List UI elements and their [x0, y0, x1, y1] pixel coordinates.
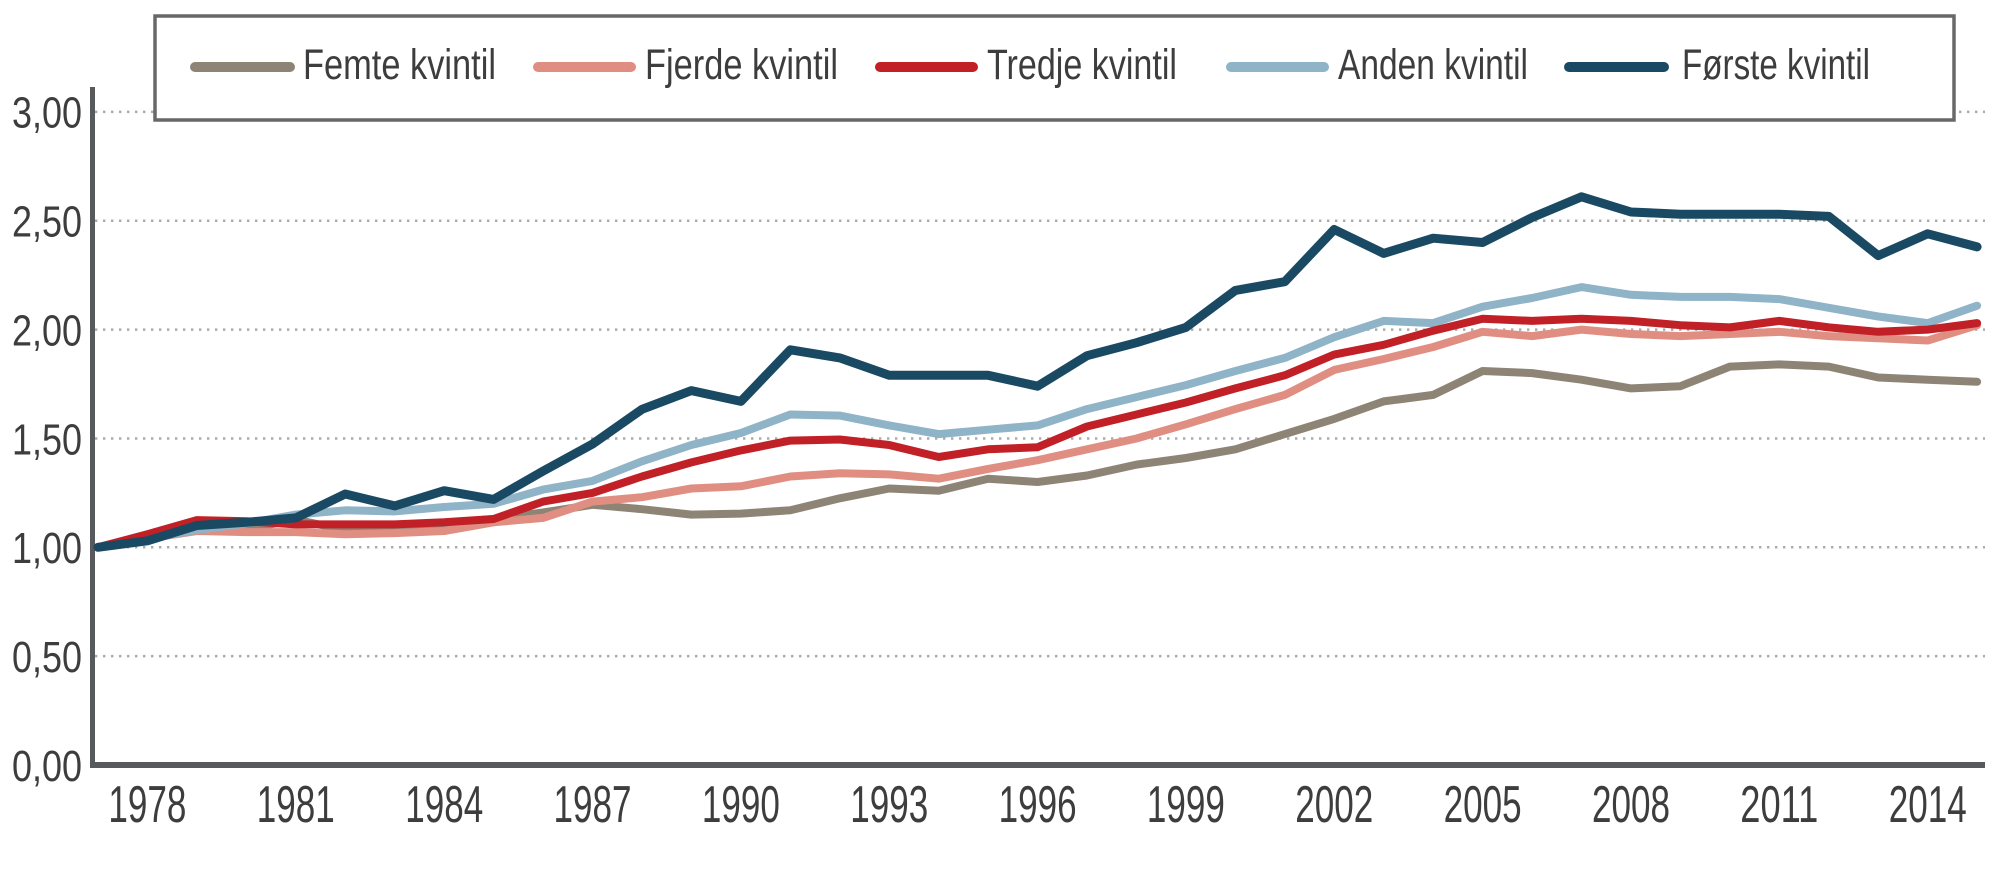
svg-text:2011: 2011 — [1740, 776, 1818, 834]
svg-text:0,50: 0,50 — [12, 633, 82, 682]
svg-text:2005: 2005 — [1444, 776, 1522, 834]
svg-text:1981: 1981 — [257, 776, 335, 834]
svg-text:2014: 2014 — [1889, 776, 1967, 834]
svg-text:Første kvintil: Første kvintil — [1682, 41, 1870, 89]
svg-text:1990: 1990 — [702, 776, 780, 834]
svg-text:2,00: 2,00 — [12, 306, 82, 355]
svg-text:1984: 1984 — [405, 776, 483, 834]
svg-text:1993: 1993 — [850, 776, 928, 834]
svg-text:2008: 2008 — [1592, 776, 1670, 834]
svg-text:2002: 2002 — [1295, 776, 1373, 834]
svg-text:Fjerde kvintil: Fjerde kvintil — [645, 41, 838, 89]
svg-text:Femte kvintil: Femte kvintil — [303, 41, 496, 89]
svg-text:1996: 1996 — [999, 776, 1077, 834]
svg-text:1999: 1999 — [1147, 776, 1225, 834]
svg-text:1987: 1987 — [554, 776, 632, 834]
svg-text:Tredje kvintil: Tredje kvintil — [987, 41, 1177, 89]
svg-text:1,00: 1,00 — [12, 524, 82, 573]
svg-text:3,00: 3,00 — [12, 89, 82, 138]
svg-text:Anden kvintil: Anden kvintil — [1338, 41, 1528, 89]
svg-text:2,50: 2,50 — [12, 198, 82, 247]
svg-text:1978: 1978 — [108, 776, 186, 834]
svg-text:1,50: 1,50 — [12, 415, 82, 464]
svg-text:0,00: 0,00 — [12, 742, 82, 791]
